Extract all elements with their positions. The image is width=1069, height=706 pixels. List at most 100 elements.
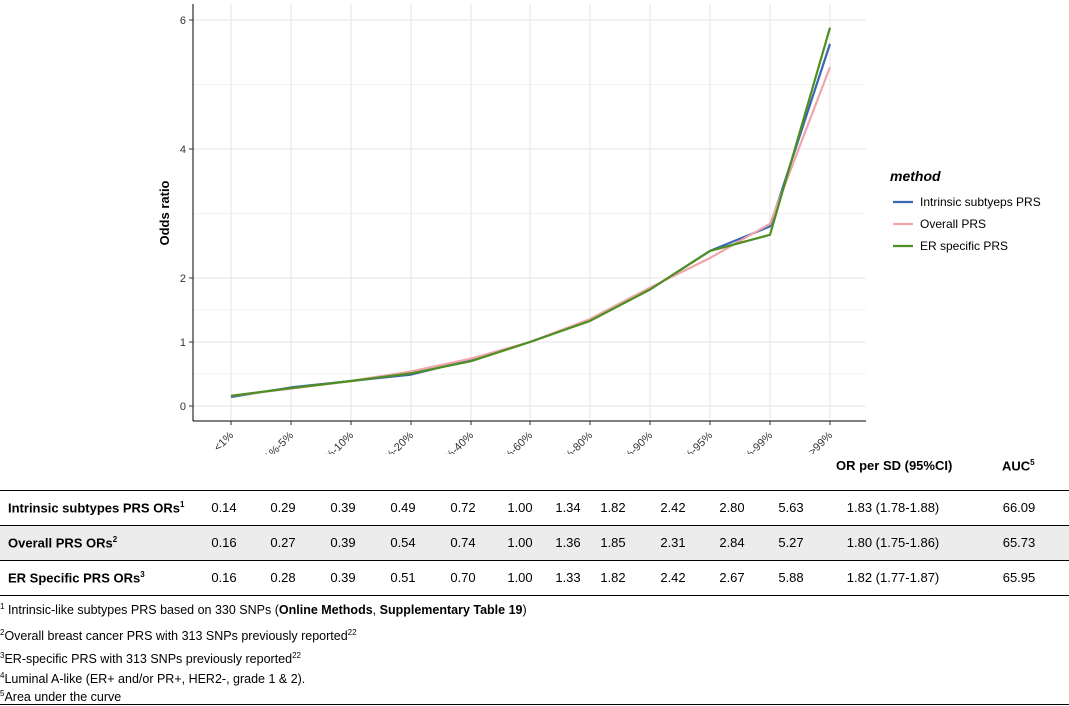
row-label-sup: 3 [140,570,145,579]
y-tick-label: 1 [180,337,186,349]
x-tick-label: <1% [212,429,236,453]
legend-title: method [890,168,941,184]
table-cell: 0.29 [270,500,296,515]
footnote-3: 3ER-specific PRS with 313 SNPs previousl… [0,651,301,666]
row-label-text: Overall PRS ORs [8,535,113,551]
table-cell: 0.39 [330,500,356,515]
footnote-3-text: ER-specific PRS with 313 SNPs previously… [4,652,293,667]
table-cell: 1.00 [507,500,533,515]
table-cell: 0.72 [450,500,476,515]
legend-label-1: Overall PRS [920,217,986,231]
header-auc-sup: 5 [1030,458,1035,467]
or-table: OR per SD (95%CI) AUC5 Intrinsic subtype… [0,454,1069,596]
table-cell: 2.67 [719,570,745,585]
x-tick-label: 40%-60% [493,429,535,454]
table-body: Intrinsic subtypes PRS ORs1 0.14 0.29 0.39 0… [0,490,1069,596]
table-cell: 0.51 [390,570,416,585]
x-tick-label: 10%-20% [374,429,416,454]
table-cell: 2.84 [719,535,745,550]
footnote-2: 2Overall breast cancer PRS with 313 SNPs… [0,628,357,643]
footnote-2-text: Overall breast cancer PRS with 313 SNPs … [4,629,348,644]
table-cell-auc: 66.09 [1002,500,1036,515]
table-cell: 1.36 [555,535,581,550]
x-tick-label: 90%-95% [673,429,715,454]
y-tick-label: 0 [180,401,186,413]
table-cell-or-per-sd: 1.80 (1.75-1.86) [846,535,940,550]
footnote-1-bold-supp-table: Supplementary Table 19 [379,603,523,618]
table-cell: 0.74 [450,535,476,550]
x-tick-label: 95%-99% [733,429,775,454]
table-cell: 2.42 [660,500,686,515]
legend-label-2: ER specific PRS [920,239,1008,253]
table-cell-auc: 65.73 [1002,535,1036,550]
table-cell: 0.39 [330,535,356,550]
table-cell: 0.14 [211,500,237,515]
table-cell-auc: 65.95 [1002,570,1036,585]
footnote-2-marker: 2 [0,628,5,637]
table-cell: 0.49 [390,500,416,515]
row-label-sup: 1 [179,500,185,509]
x-tick-label: 80%-90% [613,429,655,454]
footnote-1: 1 Intrinsic-like subtypes PRS based on 3… [0,602,527,617]
legend-label-0: Intrinsic subtyeps PRS [920,195,1041,209]
footnote-4-marker: 4 [0,671,5,680]
x-tick-label: >99% [807,429,836,454]
footnote-5: 5Area under the curve [0,689,121,704]
footnote-5-marker: 5 [0,689,5,698]
table-cell: 1.00 [507,570,533,585]
table-row: Intrinsic subtypes PRS ORs1 0.14 0.29 0.39 0… [0,490,1069,525]
table-cell: 0.16 [211,535,237,550]
table-cell: 0.54 [390,535,416,550]
row-label-sup: 2 [112,535,118,544]
row-label: Intrinsic subtypes PRS ORs1 [8,500,184,515]
bottom-rule [0,704,1069,705]
footnote-5-text: Area under the curve [4,690,122,705]
chart-grid [193,4,866,421]
table-cell: 5.63 [778,500,804,515]
table-cell: 5.27 [778,535,804,550]
row-label-text: ER Specific PRS ORs [8,570,141,586]
table-cell: 2.80 [719,500,745,515]
footnote-1-marker: 1 [0,602,5,611]
x-tick-label: 1%-5% [263,429,297,454]
table-cell: 0.70 [450,570,476,585]
table-cell: 0.27 [270,535,296,550]
table-cell-or-per-sd: 1.83 (1.78-1.88) [846,500,940,515]
row-label-text: Intrinsic subtypes PRS ORs [8,500,180,516]
y-tick-label: 4 [180,144,186,156]
row-label: ER Specific PRS ORs3 [8,570,145,585]
footnote-4: 4Luminal A-like (ER+ and/or PR+, HER2-, … [0,671,305,686]
header-or-per-sd: OR per SD (95%CI) [836,458,953,473]
footnote-3-marker: 3 [0,651,5,660]
row-label: Overall PRS ORs2 [8,535,117,550]
header-auc-label: AUC [1002,458,1031,474]
x-tick-label: 60%-80% [553,429,595,454]
footnote-4-text: Luminal A-like (ER+ and/or PR+, HER2-, g… [4,672,306,687]
y-tick-label: 6 [180,15,186,27]
y-tick-label: 2 [180,273,186,285]
series-line-2 [230,27,832,397]
header-auc: AUC5 [1002,458,1035,473]
footnote-2-ref: 22 [347,628,357,637]
legend: method Intrinsic subtyeps PRS Overall PRS… [890,168,1041,253]
table-cell-or-per-sd: 1.82 (1.77-1.87) [846,570,940,585]
table-cell: 1.82 [600,500,626,515]
chart-series [230,27,832,399]
table-cell: 1.00 [507,535,533,550]
table-cell: 5.88 [778,570,804,585]
x-tick-label: 5%-10% [318,429,356,454]
table-cell: 1.85 [600,535,626,550]
table-cell: 2.31 [660,535,686,550]
table-row: ER Specific PRS ORs3 0.16 0.28 0.39 0.51 0.70… [0,560,1069,596]
table-row: Overall PRS ORs2 0.16 0.27 0.39 0.54 0.74 1.00… [0,525,1069,560]
table-header-row: OR per SD (95%CI) AUC5 [0,454,1069,490]
table-cell: 1.34 [555,500,581,515]
footnote-1-text: Intrinsic-like subtypes PRS based on 330… [7,603,279,618]
table-cell: 0.16 [211,570,237,585]
footnote-3-ref: 22 [292,651,301,660]
y-axis-label: Odds ratio [157,180,172,245]
table-cell: 1.82 [600,570,626,585]
odds-ratio-line-chart: 0 1 2 4 6 <1% 1%-5% 5%-10% 10%-20% 20%-40% 40%-60%… [157,4,1041,454]
x-tick-label: 20%-40% [434,429,476,454]
footnote-1-sep: , [372,603,380,618]
